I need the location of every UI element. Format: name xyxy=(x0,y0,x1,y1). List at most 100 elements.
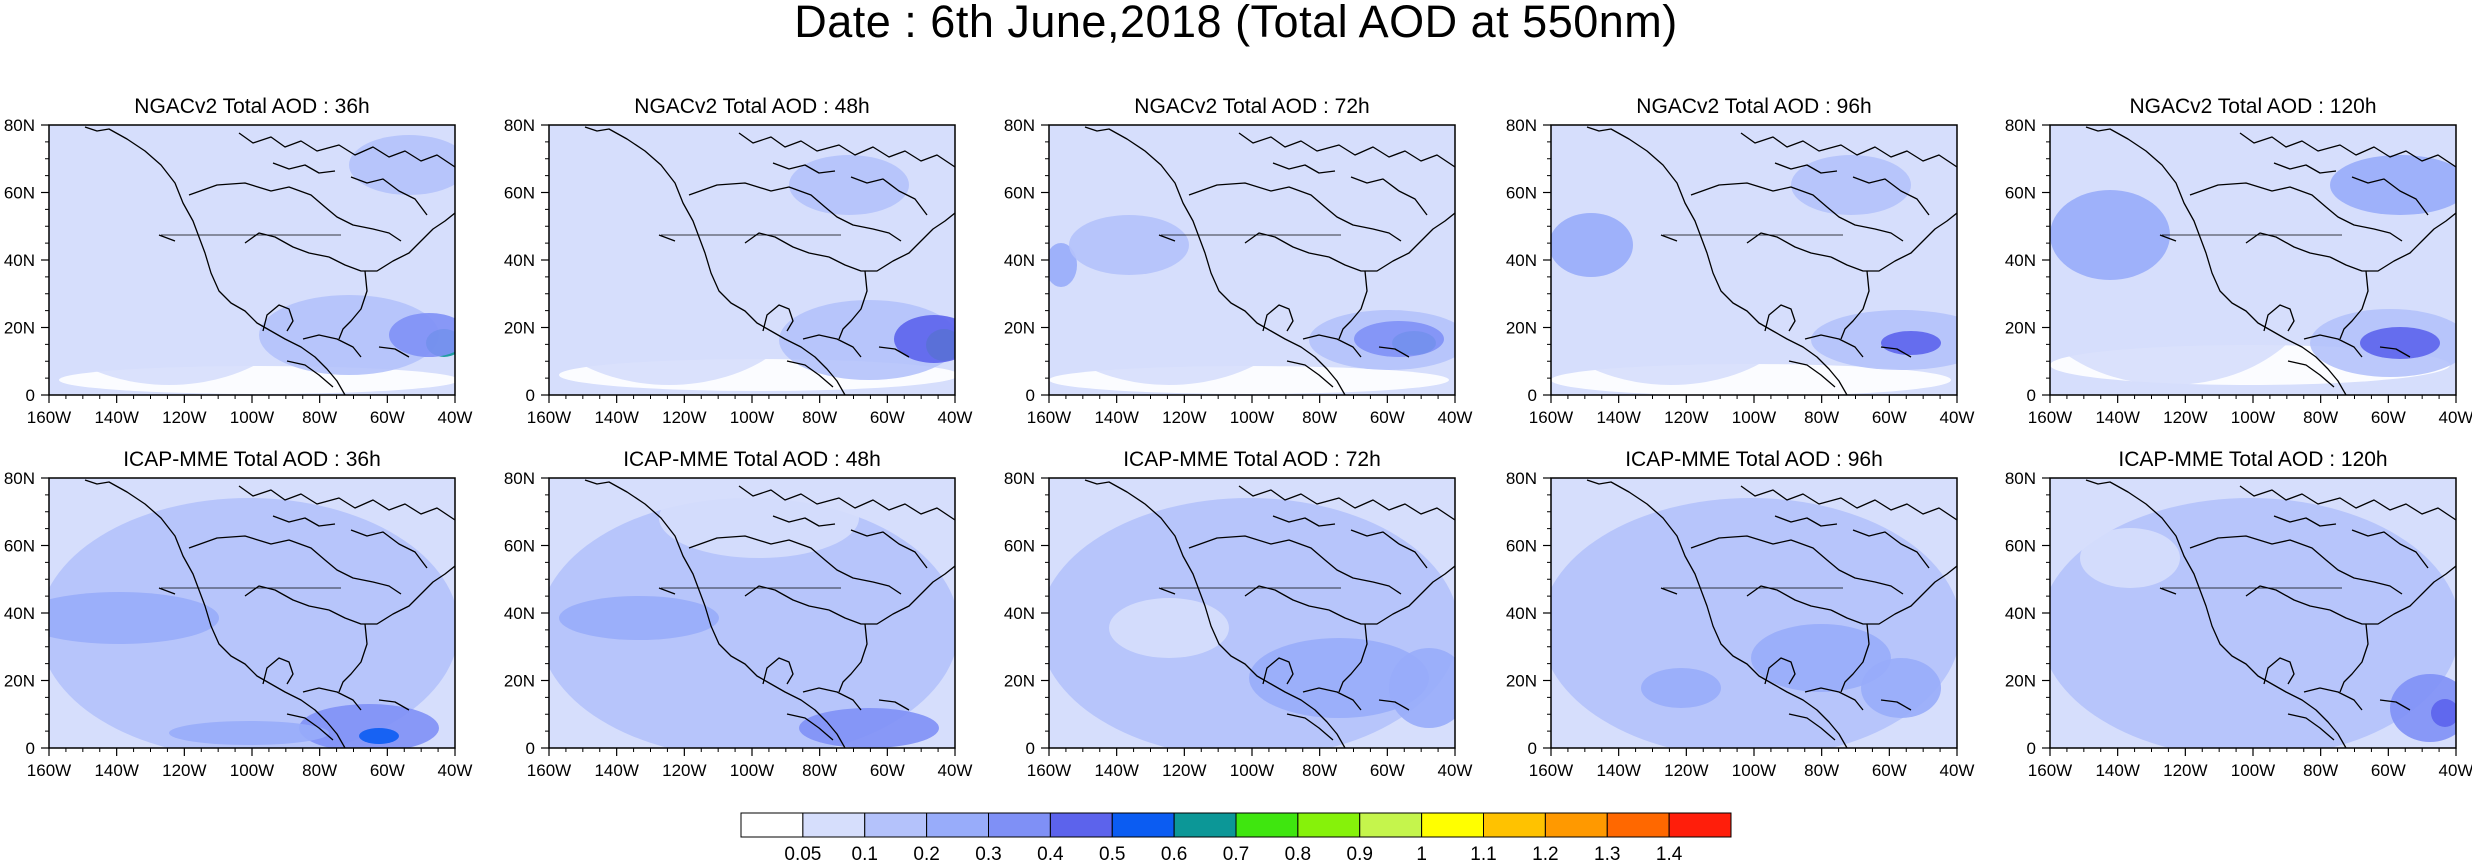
y-tick-label: 0 xyxy=(1026,386,1035,405)
coastline xyxy=(2159,587,2177,595)
panel-title: ICAP-MME Total AOD : 48h xyxy=(623,448,881,471)
x-tick-label: 160W xyxy=(2028,761,2072,780)
x-tick-label: 140W xyxy=(94,408,138,427)
coastline xyxy=(1188,535,1402,595)
x-tick-label: 160W xyxy=(527,761,571,780)
colorbar-label: 0.1 xyxy=(852,844,878,862)
coastline xyxy=(238,132,455,168)
x-tick-label: 140W xyxy=(1094,761,1138,780)
coastline xyxy=(2287,713,2335,741)
aod-field xyxy=(2050,478,2456,748)
x-tick-label: 160W xyxy=(1027,761,1071,780)
y-tick-label: 80N xyxy=(1004,469,1035,488)
y-tick-label: 40N xyxy=(504,604,535,623)
coastline xyxy=(786,360,834,388)
colorbar-swatch xyxy=(1483,812,1546,838)
colorbar-swatch xyxy=(988,812,1051,838)
coastline xyxy=(1690,182,1904,242)
x-tick-label: 160W xyxy=(1529,408,1573,427)
coastline xyxy=(302,687,362,711)
x-tick-label: 80W xyxy=(1804,408,1839,427)
aod-field xyxy=(49,478,455,748)
x-tick-label: 60W xyxy=(1872,408,1907,427)
coastline xyxy=(2303,687,2363,711)
x-tick-label: 60W xyxy=(370,408,405,427)
colorbar-label: 0.8 xyxy=(1285,844,1311,862)
y-tick-label: 40N xyxy=(504,251,535,270)
y-tick-label: 40N xyxy=(1506,604,1537,623)
x-tick-label: 80W xyxy=(1302,761,1337,780)
coastline xyxy=(84,479,346,748)
map-panel: ICAP-MME Total AOD : 36h 160W 140W 120W 100W… xyxy=(4,448,473,780)
coastline xyxy=(1880,699,1912,711)
y-tick-label: 0 xyxy=(2027,739,2036,758)
coastline xyxy=(828,565,955,625)
colorbar-swatch xyxy=(1049,812,1113,838)
colorbar-label: 0.9 xyxy=(1347,844,1373,862)
x-tick-label: 120W xyxy=(2163,761,2207,780)
x-tick-label: 160W xyxy=(27,761,71,780)
coastline xyxy=(2273,515,2337,527)
coastline xyxy=(1830,565,1957,625)
colorbar-label: 0.2 xyxy=(913,844,939,862)
colorbar-label: 0.5 xyxy=(1099,844,1125,862)
x-tick-label: 80W xyxy=(1804,761,1839,780)
y-tick-label: 20N xyxy=(4,319,35,338)
y-tick-label: 40N xyxy=(2005,604,2036,623)
y-tick-label: 20N xyxy=(1506,672,1537,691)
coastline xyxy=(272,162,336,174)
coastline xyxy=(1350,529,1428,569)
aod-field xyxy=(1049,478,1455,748)
x-tick-label: 40W xyxy=(938,761,973,780)
y-tick-label: 80N xyxy=(4,116,35,135)
coastline xyxy=(1378,699,1410,711)
y-tick-label: 80N xyxy=(1506,116,1537,135)
y-tick-label: 0 xyxy=(26,386,35,405)
coastline xyxy=(2379,699,2411,711)
coastline xyxy=(1804,687,1864,711)
x-tick-label: 160W xyxy=(1027,408,1071,427)
coastline xyxy=(1238,132,1455,168)
coastline xyxy=(1262,657,1294,685)
aod-field xyxy=(549,478,955,748)
aod-field xyxy=(1049,125,1455,395)
map-panel: ICAP-MME Total AOD : 96h 160W 140W 120W 100W… xyxy=(1506,448,1975,780)
y-tick-label: 0 xyxy=(1026,739,1035,758)
coastline xyxy=(2189,535,2403,595)
coastline xyxy=(762,657,794,685)
colorbar-label: 1.4 xyxy=(1656,844,1683,862)
coastline xyxy=(158,234,176,242)
colorbar-swatch xyxy=(1297,812,1361,838)
y-tick-label: 80N xyxy=(4,469,35,488)
coastline xyxy=(1840,270,1870,340)
y-tick-label: 60N xyxy=(504,184,535,203)
coastline xyxy=(850,529,928,569)
coastline xyxy=(1328,565,1455,625)
coastline xyxy=(1880,346,1912,358)
coastline xyxy=(2379,346,2411,358)
x-tick-label: 80W xyxy=(302,408,337,427)
coastline xyxy=(2303,334,2363,358)
coastline xyxy=(2239,485,2456,521)
coastline xyxy=(1302,334,1362,358)
x-tick-label: 80W xyxy=(302,761,337,780)
coastline xyxy=(1740,132,1957,168)
coastline xyxy=(1084,126,1346,395)
coastline xyxy=(328,212,455,272)
coastline xyxy=(2085,479,2347,748)
aod-field xyxy=(2050,125,2456,395)
coastline xyxy=(1338,270,1368,340)
y-tick-label: 20N xyxy=(504,319,535,338)
coastline xyxy=(2273,162,2337,174)
panel-title: NGACv2 Total AOD : 120h xyxy=(2129,95,2376,118)
colorbar-swatch xyxy=(864,812,928,838)
coastline xyxy=(738,132,955,168)
coastline xyxy=(378,699,410,711)
coastline xyxy=(1158,234,1176,242)
coastline xyxy=(1852,529,1930,569)
x-tick-label: 40W xyxy=(1438,408,1473,427)
coastline xyxy=(1262,304,1294,332)
map-panel: ICAP-MME Total AOD : 48h 160W 140W 120W 100W… xyxy=(504,448,973,780)
y-tick-label: 20N xyxy=(2005,319,2036,338)
x-tick-label: 40W xyxy=(1940,408,1975,427)
